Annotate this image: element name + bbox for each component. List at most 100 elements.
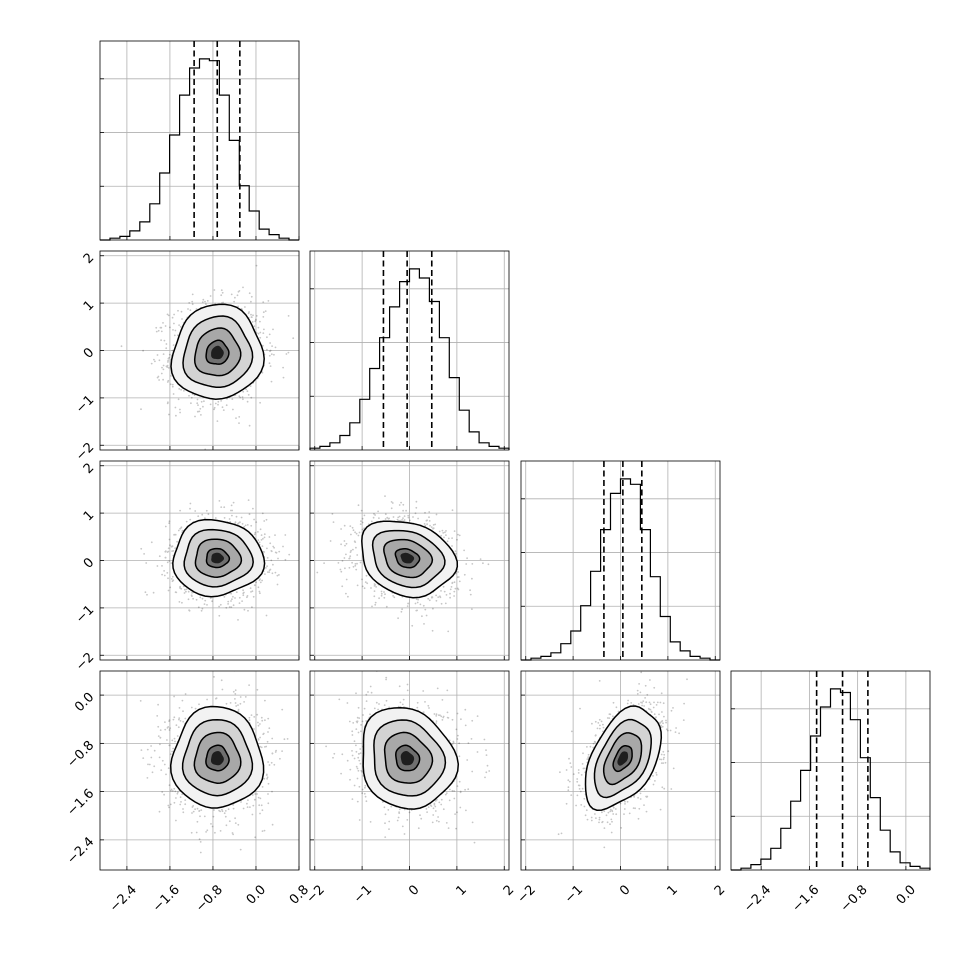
histogram-0 (100, 58, 299, 241)
scatter-point (230, 606, 233, 608)
scatter-point (253, 518, 256, 521)
scatter-point (266, 776, 269, 779)
scatter-point (204, 599, 207, 602)
scatter-point (166, 381, 169, 383)
scatter-point (204, 300, 206, 303)
scatter-point (284, 558, 287, 561)
scatter-point (241, 600, 244, 602)
scatter-point (302, 514, 304, 516)
panel-frame (520, 460, 721, 661)
scatter-point (222, 301, 225, 304)
scatter-point (383, 596, 386, 599)
scatter-point (218, 614, 221, 617)
scatter-point (432, 524, 435, 526)
scatter-point (180, 458, 182, 460)
scatter-point (175, 591, 178, 594)
scatter-point (255, 264, 258, 267)
scatter-point (445, 530, 447, 532)
scatter-point (257, 721, 259, 724)
scatter-point (159, 326, 162, 329)
scatter-point (424, 524, 427, 527)
scatter-point (225, 606, 228, 609)
panel-0-0 (99, 40, 300, 241)
scatter-point (343, 524, 346, 527)
scatter-point (165, 347, 168, 350)
scatter-point (269, 542, 272, 545)
scatter-point (170, 789, 172, 792)
scatter-point (155, 326, 158, 329)
scatter-point (348, 557, 351, 560)
scatter-point (225, 404, 228, 407)
scatter-point (453, 590, 456, 593)
scatter-point (167, 314, 170, 317)
scatter-point (384, 513, 387, 516)
panel-3-0 (99, 670, 300, 871)
scatter-point (184, 588, 186, 591)
scatter-point (438, 530, 441, 533)
scatter-point (244, 524, 247, 527)
scatter-point (179, 587, 181, 589)
scatter-point (161, 366, 163, 369)
scatter-point (234, 693, 237, 695)
scatter-point (250, 591, 252, 593)
scatter-point (355, 568, 358, 571)
scatter-point (219, 603, 222, 606)
scatter-point (169, 544, 171, 547)
scatter-point (140, 547, 143, 550)
scatter-point (169, 727, 172, 729)
scatter-point (231, 398, 234, 400)
scatter-point (250, 295, 253, 298)
scatter-point (217, 403, 219, 406)
scatter-point (223, 596, 226, 598)
scatter-point (429, 524, 431, 527)
scatter-point (185, 590, 187, 593)
scatter-point (262, 344, 264, 347)
scatter-point (168, 353, 171, 356)
scatter-point (146, 593, 148, 596)
scatter-point (164, 550, 167, 553)
scatter-point (164, 325, 167, 327)
contour-1 (182, 315, 254, 389)
scatter-point (170, 375, 172, 377)
scatter-point (170, 545, 173, 548)
scatter-point (170, 562, 173, 564)
scatter-point (453, 595, 455, 597)
scatter-point (234, 597, 236, 599)
scatter-point (234, 702, 237, 704)
scatter-point (402, 517, 404, 519)
scatter-point (246, 390, 249, 393)
scatter-point (243, 701, 246, 703)
scatter-point (264, 746, 266, 748)
scatter-point (363, 514, 366, 517)
scatter-point (160, 769, 163, 771)
scatter-point (205, 303, 207, 305)
scatter-point (417, 598, 419, 601)
scatter-point (465, 563, 468, 565)
scatter-point (423, 623, 425, 625)
scatter-point (456, 576, 459, 578)
scatter-point (201, 513, 204, 516)
scatter-point (259, 578, 261, 580)
scatter-point (179, 803, 182, 806)
scatter-point (163, 793, 166, 796)
scatter-point (430, 596, 433, 599)
scatter-point (352, 565, 355, 568)
scatter-point (173, 334, 176, 337)
scatter-point (407, 602, 409, 605)
scatter-point (157, 329, 160, 332)
scatter-point (238, 416, 241, 418)
scatter-point (447, 630, 450, 633)
scatter-point (153, 358, 155, 361)
scatter-point (230, 592, 233, 595)
scatter-point (191, 303, 194, 306)
scatter-point (440, 602, 443, 605)
scatter-point (162, 353, 165, 355)
scatter-point (222, 409, 225, 411)
scatter-point (197, 410, 200, 413)
scatter-point (192, 597, 195, 600)
scatter-point (267, 731, 269, 733)
scatter-point (449, 592, 451, 595)
scatter-point (178, 388, 181, 390)
scatter-point (268, 354, 271, 357)
scatter-point (178, 707, 181, 709)
